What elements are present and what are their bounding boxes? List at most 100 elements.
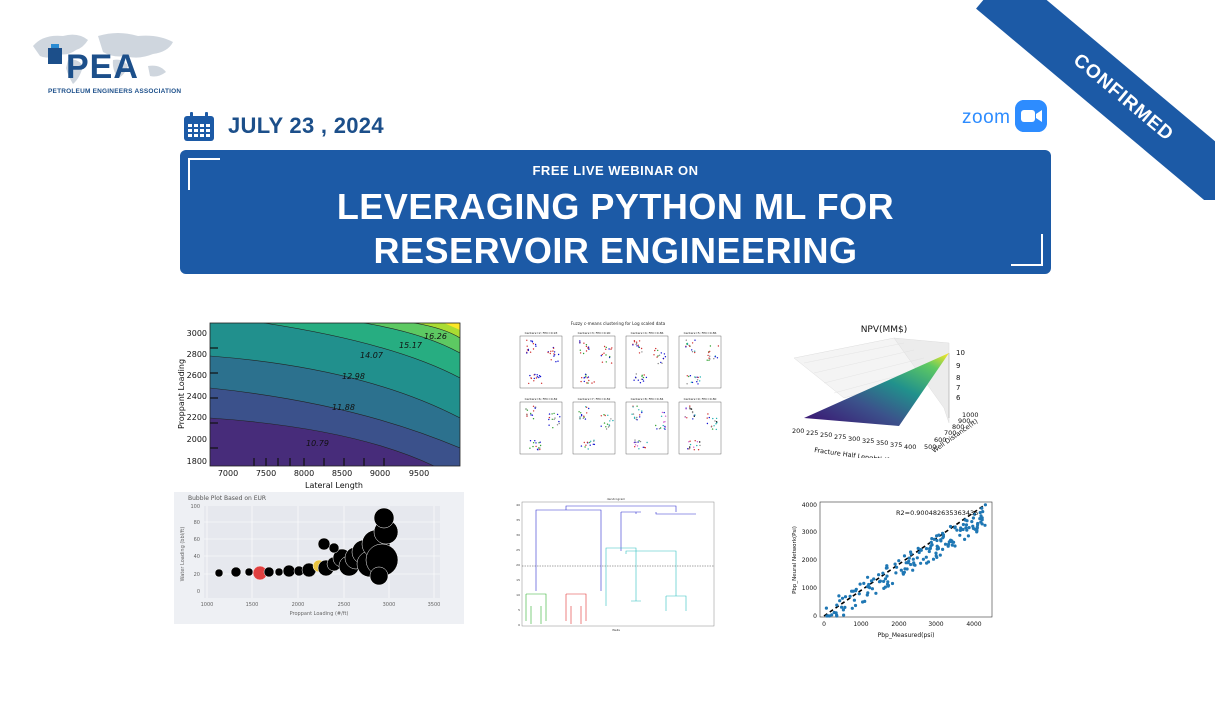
npv-xtick-6: 325 (862, 437, 874, 445)
webinar-banner: FREE LIVE WEBINAR ON LEVERAGING PYTHON M… (180, 150, 1051, 274)
fcm-point (585, 375, 587, 377)
r2-point (882, 579, 886, 583)
fcm-panel (519, 335, 563, 389)
fcm-point (707, 354, 709, 357)
fcm-point (550, 359, 552, 361)
fcm-point (694, 440, 696, 442)
fcm-point (687, 448, 689, 450)
fcm-point (535, 406, 537, 408)
r2-point (885, 582, 890, 586)
r2-point (915, 556, 919, 560)
fcm-point (638, 409, 640, 411)
r2-point (970, 520, 974, 524)
npv-surface-chart: NPV(MM$) 6 7 8 9 10 200 225 250 275 300 … (792, 325, 979, 458)
r2-xlabel: Pbp_Measured(psi) (878, 632, 935, 639)
fcm-point (689, 440, 691, 442)
fcm-point (583, 380, 585, 383)
fcm-point (688, 447, 691, 450)
fcm-panel (625, 335, 669, 389)
r2-point (938, 553, 942, 557)
fcm-point (548, 424, 550, 426)
r2-xtick-5: 4000 (966, 621, 981, 628)
fuzzy-cmeans-chart: Fuzzy c-means clustering for Log scaled … (506, 318, 730, 470)
logo-subtitle: PETROLEUM ENGINEERS ASSOCIATION (48, 88, 182, 95)
zoom-wordmark: zoom (962, 107, 1011, 128)
fcm-point (657, 349, 659, 352)
fcm-point (664, 415, 667, 417)
contour-label-5: 15.17 (399, 341, 423, 350)
fcm-point (632, 344, 634, 346)
fcm-point (539, 448, 541, 451)
fcm-point (547, 351, 549, 354)
r2-point (964, 526, 968, 530)
fcm-point (603, 352, 605, 354)
fcm-point (536, 448, 539, 450)
fcm-point (586, 441, 589, 443)
r2-point (929, 540, 933, 544)
fcm-point (713, 358, 715, 360)
fcm-point (531, 340, 533, 342)
fcm-point (604, 414, 606, 417)
fcm-point (588, 379, 590, 382)
bubble-ytick-2: 20 (194, 572, 200, 578)
r2-point (930, 537, 934, 541)
r2-point (899, 568, 903, 572)
fcm-point (639, 416, 641, 418)
fcm-point (641, 378, 644, 381)
fcm-point (686, 383, 688, 385)
fcm-point (658, 354, 661, 356)
npv-ztick-2: 7 (956, 384, 960, 392)
fcm-point (634, 444, 637, 446)
fcm-point (706, 359, 708, 361)
fcm-point (539, 441, 541, 443)
r2-point (850, 606, 854, 610)
fcm-point (641, 410, 643, 412)
fcm-point (638, 352, 641, 354)
r2-point (978, 517, 982, 521)
contour-chart: 10.79 11.88 12.98 14.07 15.17 16.26 7000… (177, 322, 461, 490)
r2-point (964, 523, 969, 527)
fcm-point (580, 445, 583, 447)
fcm-panel (625, 401, 669, 455)
npv-ztick-5: 10 (956, 349, 965, 357)
fcm-point (636, 416, 638, 419)
r2-point (979, 514, 983, 518)
r2-point (894, 571, 898, 575)
banner-kicker: FREE LIVE WEBINAR ON (532, 163, 699, 178)
r2-point (848, 594, 852, 598)
npv-ytick-6: 1000 (962, 411, 979, 419)
fcm-point (642, 380, 645, 382)
c1-xlabel: Lateral Length (305, 481, 363, 490)
npv-xtick-7: 350 (876, 439, 888, 447)
r2-point (904, 561, 908, 565)
r2-xtick-2: 1000 (853, 621, 868, 628)
fcm-point (716, 357, 719, 359)
c1-ytick-6: 2800 (187, 350, 207, 359)
npv-ytick-4: 800 (952, 423, 964, 431)
r2-point (881, 571, 885, 575)
r2-point (824, 606, 828, 610)
r2-point (928, 547, 932, 551)
r2-xtick-1: 0 (822, 621, 826, 628)
r2-point (963, 537, 967, 541)
fcm-panel-title: Centers=8; FPC=0.84 (631, 397, 664, 401)
fcm-point (583, 441, 585, 444)
r2-point (963, 518, 967, 522)
r2-point (973, 512, 977, 516)
fcm-point (607, 426, 610, 428)
fcm-panel-title: Centers=5; FPC=0.86 (684, 331, 717, 335)
fcm-point (655, 347, 657, 350)
fcm-point (694, 350, 696, 352)
r2-point (924, 555, 928, 559)
fcm-panel-title: Centers=7; FPC=0.82 (578, 397, 611, 401)
fcm-point (530, 414, 532, 416)
r2-point (975, 525, 979, 529)
fcm-point (656, 356, 658, 358)
r2-point (843, 595, 848, 599)
r2-point (863, 599, 867, 603)
fcm-point (660, 352, 662, 354)
fcm-point (538, 447, 540, 449)
r2-point (840, 605, 844, 609)
fcm-point (605, 361, 607, 363)
r2-point (877, 573, 881, 577)
